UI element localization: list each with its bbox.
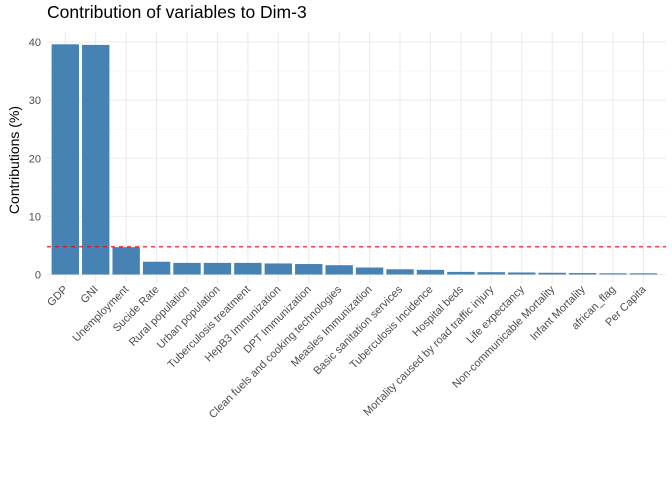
bar — [203, 262, 232, 275]
bar — [173, 262, 201, 275]
y-tick-label: 20 — [29, 153, 41, 165]
chart-title: Contribution of variables to Dim-3 — [47, 2, 307, 22]
y-axis-title: Contributions (%) — [6, 106, 22, 214]
y-tick-label: 0 — [35, 270, 41, 282]
bar — [538, 272, 566, 275]
bar — [447, 271, 475, 275]
bar — [112, 247, 140, 275]
bar — [386, 269, 414, 275]
bar — [416, 269, 445, 275]
bar — [142, 261, 171, 275]
bar — [234, 262, 262, 275]
bar — [568, 273, 597, 275]
grid-lines — [47, 32, 666, 283]
bar — [355, 267, 384, 275]
bar — [82, 44, 110, 275]
bar — [295, 264, 323, 275]
bars — [51, 44, 658, 275]
bar — [629, 273, 658, 275]
y-tick-label: 10 — [29, 211, 41, 223]
y-tick-labels: 0 10 20 30 40 — [29, 37, 41, 282]
x-tick-label: GDP — [45, 284, 70, 309]
bar — [477, 272, 506, 275]
x-tick-label: GNI — [79, 284, 101, 306]
bar — [325, 265, 353, 275]
bar — [264, 263, 293, 275]
y-tick-label: 40 — [29, 37, 41, 49]
bar — [508, 272, 536, 275]
bar — [51, 44, 79, 275]
y-tick-label: 30 — [29, 95, 41, 107]
bar — [599, 273, 627, 275]
